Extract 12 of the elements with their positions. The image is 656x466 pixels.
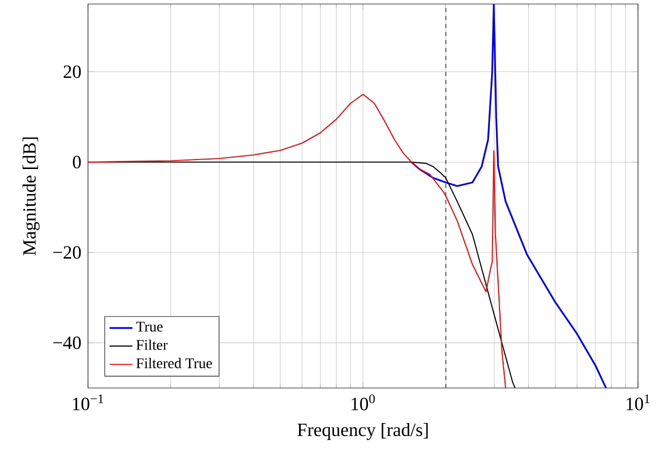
legend-label: Filtered True xyxy=(136,358,212,368)
y-tick-label: 20 xyxy=(64,65,81,78)
x-tick-label: 10$^{0}$ xyxy=(352,394,375,410)
x-axis-title: Frequency [rad/s] xyxy=(297,423,428,440)
y-tick-label: 0 xyxy=(72,156,81,168)
y-axis-title: Magnitude [dB] xyxy=(22,137,40,256)
y-tick-label: −40 xyxy=(53,336,81,350)
x-tick-label: 10$^{1}$ xyxy=(626,394,650,410)
legend-label: Filter xyxy=(136,340,168,350)
x-tick-label: 10$^{−1}$ xyxy=(73,394,104,410)
y-tick-label: −20 xyxy=(53,246,81,259)
legend-label: True xyxy=(136,322,163,332)
